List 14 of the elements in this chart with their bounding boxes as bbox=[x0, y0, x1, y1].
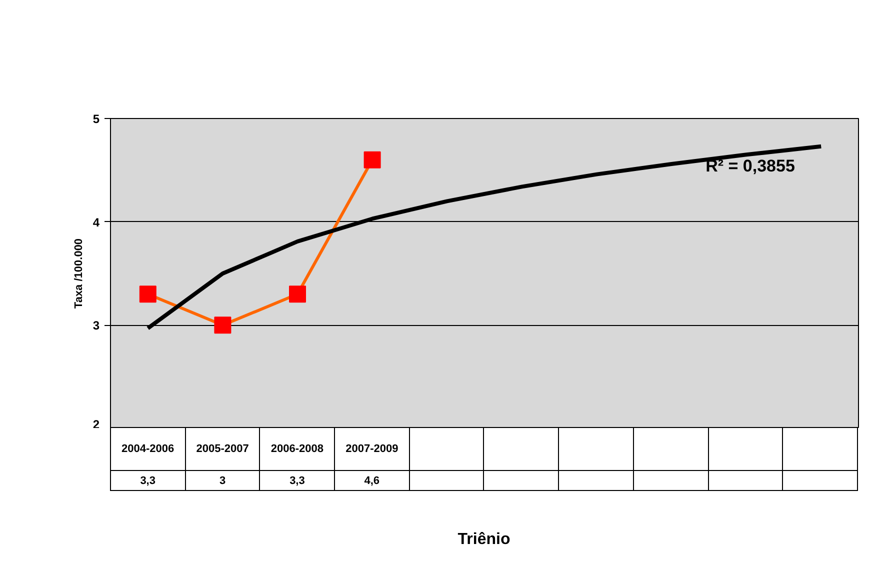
data-table-cell: 3,3 bbox=[110, 470, 186, 490]
y-axis-title: Taxa /100.000 bbox=[72, 238, 85, 309]
data-table-cell: 2007-2009 bbox=[334, 428, 410, 470]
x-axis-title: Triênio bbox=[456, 531, 512, 549]
data-table-cell: 2006-2008 bbox=[260, 428, 335, 470]
y-tick-label: 5 bbox=[92, 112, 100, 126]
data-table-cell: 2005-2007 bbox=[185, 428, 260, 470]
data-table-cell: 2004-2006 bbox=[110, 428, 186, 470]
y-tick-label: 4 bbox=[92, 215, 100, 230]
data-table-cell: 4,6 bbox=[334, 470, 410, 490]
data-table-cell: 3 bbox=[185, 470, 260, 490]
y-tick-label: 3 bbox=[92, 318, 100, 333]
data-table: 2004-2006 2005-2007 2006-2008 2007-2009 3,3 3 3,3 4,6 Triênio bbox=[110, 427, 858, 549]
data-table-cell: 3,3 bbox=[260, 470, 335, 490]
